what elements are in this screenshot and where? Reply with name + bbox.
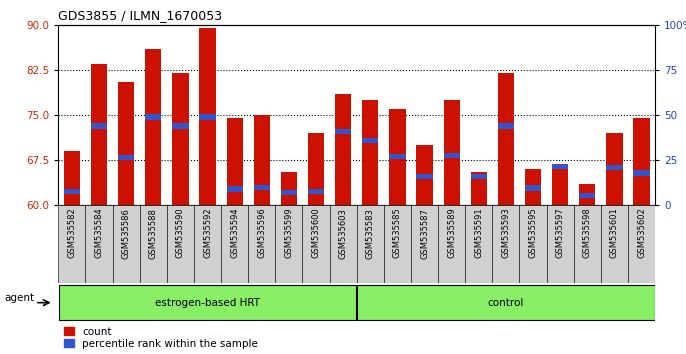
Text: GSM535589: GSM535589 bbox=[447, 208, 456, 258]
Bar bbox=[525, 169, 541, 205]
Text: GSM535586: GSM535586 bbox=[121, 208, 130, 258]
Bar bbox=[91, 64, 107, 205]
FancyBboxPatch shape bbox=[113, 205, 140, 283]
Bar bbox=[416, 145, 433, 205]
Text: GSM535602: GSM535602 bbox=[637, 208, 646, 258]
Text: agent: agent bbox=[5, 293, 35, 303]
FancyBboxPatch shape bbox=[86, 205, 113, 283]
Text: GSM535583: GSM535583 bbox=[366, 208, 375, 258]
Bar bbox=[91, 123, 107, 129]
Bar bbox=[525, 185, 541, 191]
FancyBboxPatch shape bbox=[167, 205, 194, 283]
Text: GSM535600: GSM535600 bbox=[311, 208, 320, 258]
Text: GSM535592: GSM535592 bbox=[203, 208, 212, 258]
FancyBboxPatch shape bbox=[357, 205, 384, 283]
Bar bbox=[498, 123, 514, 129]
Text: GSM535595: GSM535595 bbox=[528, 208, 538, 258]
Bar bbox=[606, 165, 623, 170]
Bar bbox=[362, 138, 379, 143]
Bar bbox=[552, 164, 568, 169]
Bar bbox=[64, 151, 80, 205]
Bar bbox=[200, 28, 215, 205]
FancyBboxPatch shape bbox=[221, 205, 248, 283]
FancyBboxPatch shape bbox=[411, 205, 438, 283]
FancyBboxPatch shape bbox=[357, 285, 654, 320]
Text: GSM535593: GSM535593 bbox=[501, 208, 510, 258]
Bar bbox=[633, 118, 650, 205]
Bar bbox=[444, 100, 460, 205]
Text: GSM535601: GSM535601 bbox=[610, 208, 619, 258]
Bar bbox=[606, 133, 623, 205]
FancyBboxPatch shape bbox=[329, 205, 357, 283]
Text: control: control bbox=[488, 298, 524, 308]
Bar bbox=[579, 184, 595, 205]
Text: estrogen-based HRT: estrogen-based HRT bbox=[155, 298, 260, 308]
Bar bbox=[389, 154, 405, 159]
FancyBboxPatch shape bbox=[384, 205, 411, 283]
Bar bbox=[308, 133, 324, 205]
FancyBboxPatch shape bbox=[573, 205, 601, 283]
FancyBboxPatch shape bbox=[547, 205, 573, 283]
Text: GSM535603: GSM535603 bbox=[339, 208, 348, 258]
Bar bbox=[281, 190, 297, 195]
Bar bbox=[362, 100, 379, 205]
Bar bbox=[226, 118, 243, 205]
Bar bbox=[172, 123, 189, 129]
FancyBboxPatch shape bbox=[465, 205, 493, 283]
Text: GSM535588: GSM535588 bbox=[149, 208, 158, 258]
Bar bbox=[335, 94, 351, 205]
Text: GSM535594: GSM535594 bbox=[230, 208, 239, 258]
Bar bbox=[145, 49, 161, 205]
Bar bbox=[200, 114, 215, 120]
Text: GSM535587: GSM535587 bbox=[420, 208, 429, 258]
Bar bbox=[444, 153, 460, 158]
Text: GSM535582: GSM535582 bbox=[67, 208, 76, 258]
Text: GSM535598: GSM535598 bbox=[583, 208, 592, 258]
FancyBboxPatch shape bbox=[628, 205, 655, 283]
Bar bbox=[64, 189, 80, 194]
FancyBboxPatch shape bbox=[303, 205, 329, 283]
FancyBboxPatch shape bbox=[601, 205, 628, 283]
Bar bbox=[145, 114, 161, 120]
Bar bbox=[471, 174, 487, 179]
FancyBboxPatch shape bbox=[140, 205, 167, 283]
FancyBboxPatch shape bbox=[194, 205, 221, 283]
Bar bbox=[308, 189, 324, 194]
Bar bbox=[226, 186, 243, 192]
Bar bbox=[579, 193, 595, 198]
Text: GSM535590: GSM535590 bbox=[176, 208, 185, 258]
Bar bbox=[335, 129, 351, 134]
Text: GSM535597: GSM535597 bbox=[556, 208, 565, 258]
Bar bbox=[281, 172, 297, 205]
Text: GSM535599: GSM535599 bbox=[285, 208, 294, 258]
Bar bbox=[498, 73, 514, 205]
Bar bbox=[416, 174, 433, 179]
Text: GDS3855 / ILMN_1670053: GDS3855 / ILMN_1670053 bbox=[58, 9, 222, 22]
Bar bbox=[633, 170, 650, 176]
FancyBboxPatch shape bbox=[248, 205, 275, 283]
Text: GSM535591: GSM535591 bbox=[474, 208, 484, 258]
Bar bbox=[118, 82, 134, 205]
Bar bbox=[254, 184, 270, 190]
Bar bbox=[552, 166, 568, 205]
FancyBboxPatch shape bbox=[519, 205, 547, 283]
FancyBboxPatch shape bbox=[58, 205, 86, 283]
FancyBboxPatch shape bbox=[275, 205, 303, 283]
FancyBboxPatch shape bbox=[438, 205, 465, 283]
FancyBboxPatch shape bbox=[493, 205, 519, 283]
Text: GSM535596: GSM535596 bbox=[257, 208, 266, 258]
Bar bbox=[471, 172, 487, 205]
Bar bbox=[254, 115, 270, 205]
FancyBboxPatch shape bbox=[59, 285, 356, 320]
Bar bbox=[118, 155, 134, 160]
Text: GSM535584: GSM535584 bbox=[95, 208, 104, 258]
Text: GSM535585: GSM535585 bbox=[393, 208, 402, 258]
Bar bbox=[389, 109, 405, 205]
Legend: count, percentile rank within the sample: count, percentile rank within the sample bbox=[64, 327, 258, 349]
Bar bbox=[172, 73, 189, 205]
